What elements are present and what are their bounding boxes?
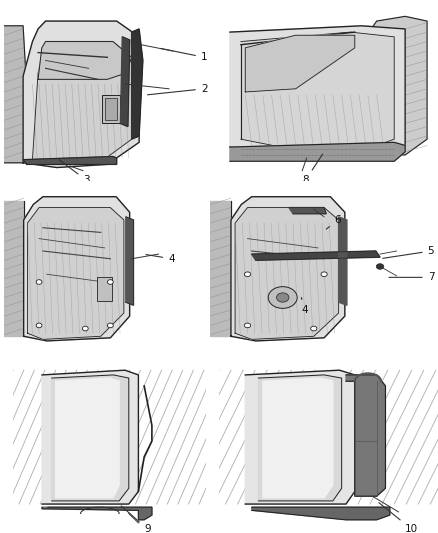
Polygon shape <box>230 26 405 155</box>
Text: 3: 3 <box>59 160 90 185</box>
Polygon shape <box>230 142 405 161</box>
Text: 4: 4 <box>146 254 175 264</box>
Text: 7: 7 <box>389 272 434 282</box>
Polygon shape <box>263 378 333 498</box>
Circle shape <box>244 323 251 328</box>
Polygon shape <box>241 32 394 149</box>
Circle shape <box>82 326 88 331</box>
Text: 10: 10 <box>379 503 418 533</box>
Polygon shape <box>42 507 152 520</box>
Polygon shape <box>252 507 390 520</box>
Text: 8: 8 <box>302 154 323 185</box>
Circle shape <box>276 293 289 302</box>
Bar <box>106 98 117 120</box>
Polygon shape <box>4 26 27 163</box>
Text: 2: 2 <box>148 84 208 95</box>
Polygon shape <box>231 197 345 341</box>
Circle shape <box>268 287 297 309</box>
Polygon shape <box>289 207 326 214</box>
Circle shape <box>321 272 327 277</box>
Bar <box>102 95 120 124</box>
Polygon shape <box>126 217 134 305</box>
Polygon shape <box>52 375 129 501</box>
Polygon shape <box>132 29 143 139</box>
Text: 9: 9 <box>121 506 151 533</box>
Circle shape <box>311 326 317 331</box>
Polygon shape <box>4 201 24 336</box>
Circle shape <box>244 272 251 277</box>
Text: 6: 6 <box>326 215 341 229</box>
Polygon shape <box>346 375 385 496</box>
Circle shape <box>36 280 42 284</box>
Polygon shape <box>252 251 380 260</box>
Text: 1: 1 <box>161 49 208 62</box>
Circle shape <box>107 280 113 284</box>
Polygon shape <box>24 197 130 341</box>
Circle shape <box>107 323 113 328</box>
Polygon shape <box>339 217 347 305</box>
Polygon shape <box>245 35 355 92</box>
Polygon shape <box>56 378 119 498</box>
Polygon shape <box>23 21 139 167</box>
Circle shape <box>376 264 384 269</box>
Polygon shape <box>42 370 138 504</box>
Polygon shape <box>245 370 355 504</box>
Polygon shape <box>23 157 117 164</box>
Polygon shape <box>32 42 132 164</box>
Bar <box>97 277 112 301</box>
Polygon shape <box>38 42 132 79</box>
Text: 5: 5 <box>383 246 434 259</box>
Polygon shape <box>120 37 130 127</box>
Polygon shape <box>28 207 124 340</box>
Polygon shape <box>258 375 342 501</box>
Circle shape <box>36 323 42 328</box>
Text: 4: 4 <box>301 297 308 315</box>
Polygon shape <box>210 201 231 336</box>
Polygon shape <box>285 17 427 155</box>
Polygon shape <box>235 207 339 340</box>
